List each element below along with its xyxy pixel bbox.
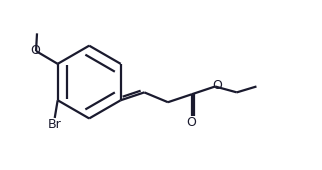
Text: O: O (30, 44, 40, 57)
Text: Br: Br (48, 118, 62, 131)
Text: O: O (212, 79, 222, 92)
Text: O: O (186, 116, 196, 129)
